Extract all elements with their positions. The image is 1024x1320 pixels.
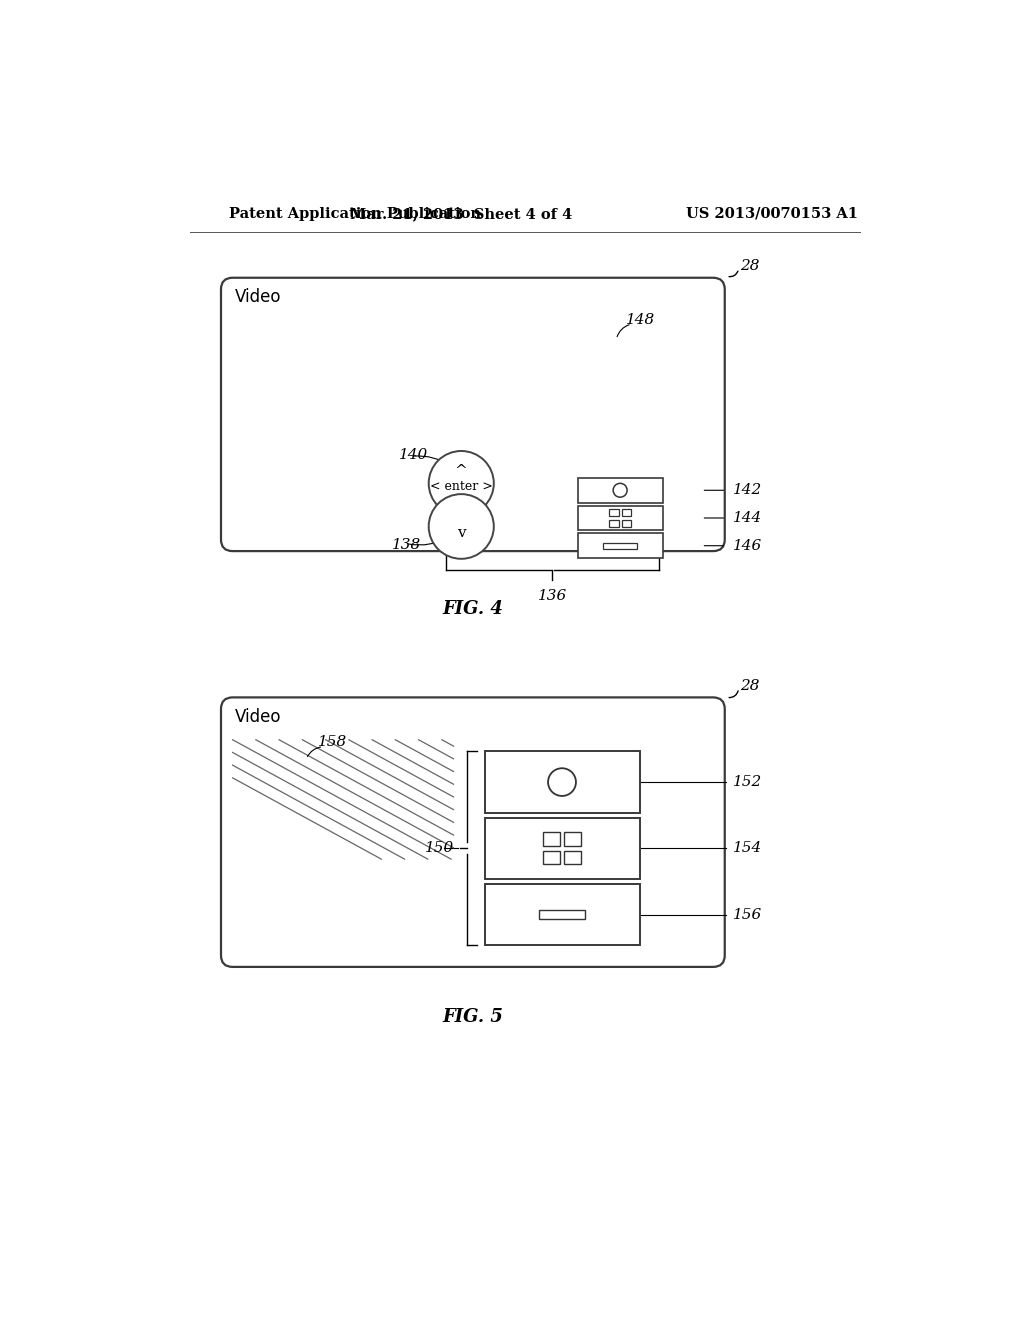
Bar xyxy=(543,850,560,865)
Ellipse shape xyxy=(429,451,494,516)
FancyBboxPatch shape xyxy=(578,533,663,558)
FancyBboxPatch shape xyxy=(484,751,640,813)
FancyBboxPatch shape xyxy=(484,884,640,945)
Bar xyxy=(609,520,618,527)
FancyBboxPatch shape xyxy=(578,478,663,503)
Text: 152: 152 xyxy=(732,775,762,789)
Text: 140: 140 xyxy=(399,447,428,462)
Bar xyxy=(622,520,631,527)
Bar xyxy=(539,909,586,919)
Text: Video: Video xyxy=(234,708,282,726)
Text: 150: 150 xyxy=(425,841,454,855)
Text: Mar. 21, 2013  Sheet 4 of 4: Mar. 21, 2013 Sheet 4 of 4 xyxy=(350,207,572,220)
Bar xyxy=(564,832,582,846)
Text: FIG. 5: FIG. 5 xyxy=(442,1008,504,1026)
Text: 156: 156 xyxy=(732,908,762,921)
Bar xyxy=(543,832,560,846)
Bar xyxy=(564,850,582,865)
Text: 146: 146 xyxy=(732,539,762,553)
Bar xyxy=(603,543,637,549)
FancyBboxPatch shape xyxy=(221,277,725,552)
Text: US 2013/0070153 A1: US 2013/0070153 A1 xyxy=(686,207,858,220)
Text: 28: 28 xyxy=(740,259,760,273)
Ellipse shape xyxy=(429,494,494,558)
FancyBboxPatch shape xyxy=(221,697,725,966)
Text: 144: 144 xyxy=(732,511,762,525)
Bar xyxy=(609,508,618,516)
Text: 154: 154 xyxy=(732,841,762,855)
Text: 142: 142 xyxy=(732,483,762,498)
Circle shape xyxy=(613,483,627,498)
Text: Patent Application Publication: Patent Application Publication xyxy=(228,207,480,220)
Text: 148: 148 xyxy=(627,313,655,327)
FancyBboxPatch shape xyxy=(484,817,640,879)
Text: v: v xyxy=(457,525,466,540)
Text: 136: 136 xyxy=(538,589,567,603)
Bar xyxy=(622,508,631,516)
Text: < enter >: < enter > xyxy=(430,480,493,492)
Text: 158: 158 xyxy=(317,735,347,748)
FancyBboxPatch shape xyxy=(578,506,663,531)
Circle shape xyxy=(548,768,575,796)
Text: ^: ^ xyxy=(455,465,468,478)
Text: FIG. 4: FIG. 4 xyxy=(442,599,504,618)
Text: 138: 138 xyxy=(391,539,421,552)
Text: Video: Video xyxy=(234,288,282,306)
Text: 28: 28 xyxy=(740,678,760,693)
